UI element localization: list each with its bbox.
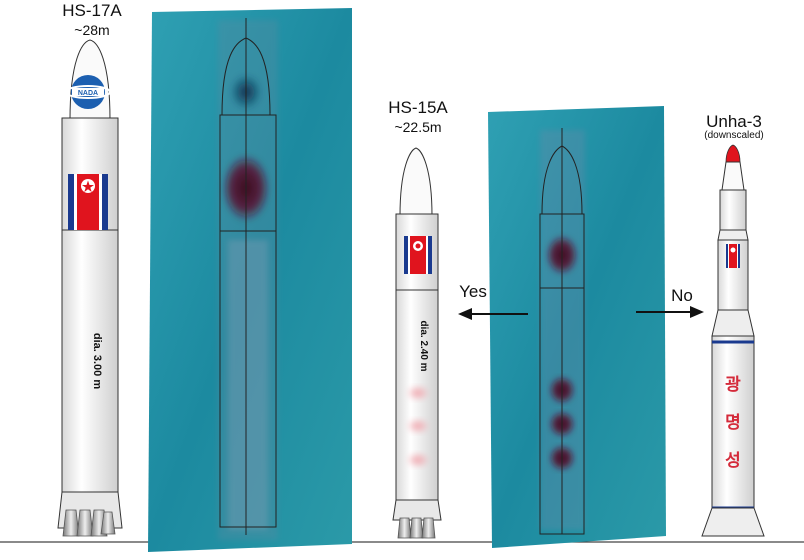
arrow-left-icon — [458, 308, 528, 320]
unha3-hangul-3: 성 — [725, 451, 741, 471]
hs15a-title: HS-15A — [388, 98, 448, 117]
hs17a-length: ~28m — [74, 22, 110, 38]
hs17a-title: HS-17A — [62, 1, 122, 20]
svg-text:NADA: NADA — [78, 90, 98, 97]
engine-nozzle-icon — [397, 517, 436, 539]
satellite-photo-hs17a — [148, 8, 352, 552]
unha3-fairing — [721, 161, 745, 191]
north-korea-flag-icon — [404, 236, 432, 274]
unha3-hangul-1: 광 — [725, 375, 741, 395]
unha3-note: (downscaled) — [704, 130, 764, 141]
hs15a-rocket — [392, 147, 442, 539]
arrow-right-icon — [636, 306, 704, 318]
nada-logo-icon: NADA — [65, 75, 111, 109]
unha3-rocket: 광 명 성 — [701, 144, 765, 537]
unha3-title: Unha-3 — [706, 112, 762, 131]
north-korea-flag-icon — [68, 174, 108, 230]
hs17a-diameter-label: dia. 3.00 m — [91, 333, 103, 389]
unha3-third-stage — [719, 189, 747, 231]
satellite-photo-hs15a — [488, 106, 666, 548]
hs17a-rocket: NADA — [57, 39, 123, 537]
hs15a-length: ~22.5m — [394, 119, 442, 135]
hs17a-first-stage — [61, 229, 119, 493]
yes-label: Yes — [459, 282, 487, 301]
engine-nozzle-icon — [62, 509, 116, 537]
no-label: No — [671, 286, 693, 305]
unha3-hangul-2: 명 — [725, 413, 741, 433]
hs15a-nose-cone — [399, 147, 433, 217]
unha3-fins — [701, 507, 765, 537]
north-korea-flag-icon — [726, 244, 740, 268]
unha3-nose-tip — [725, 144, 741, 163]
hs15a-skirt — [392, 499, 442, 521]
unha3-first-stage — [711, 335, 755, 509]
hs15a-diameter-label: dia. 2.40 m — [418, 320, 429, 371]
